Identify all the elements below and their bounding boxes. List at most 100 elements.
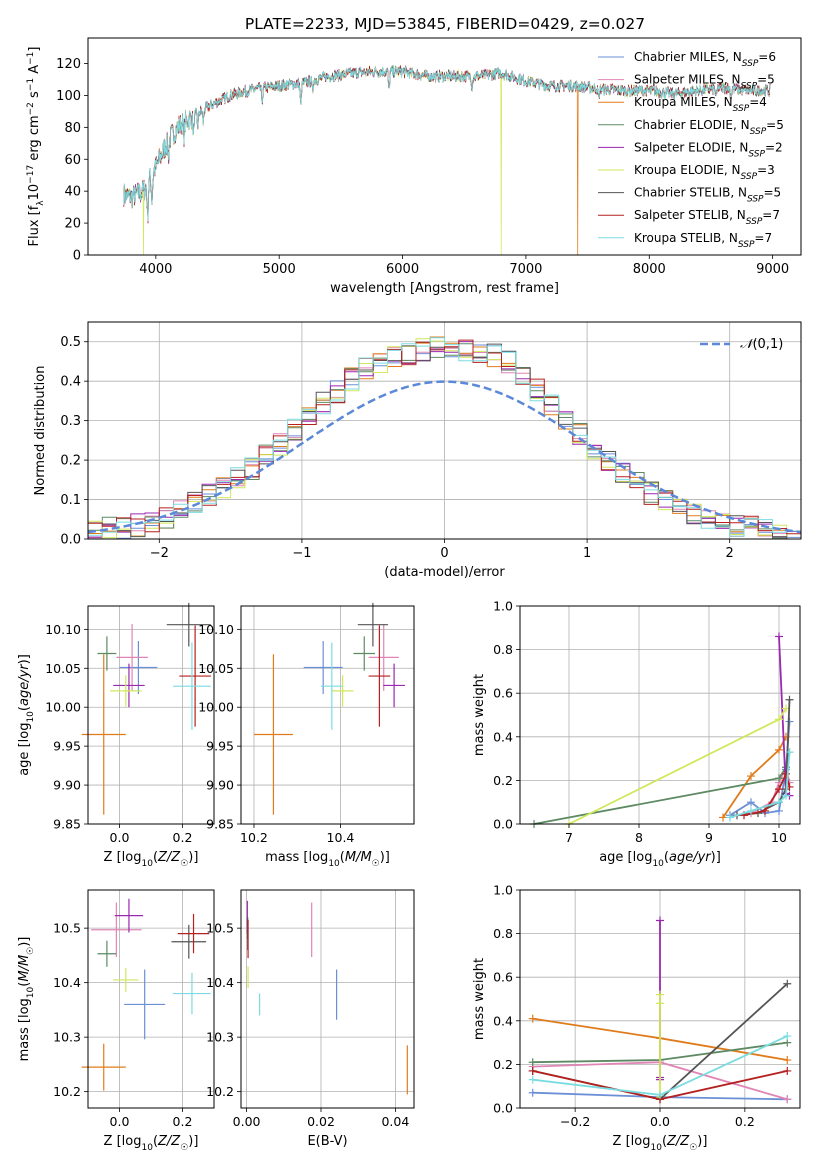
weight-marker xyxy=(783,1056,792,1065)
label-part: Kroupa MILES, N xyxy=(634,95,733,109)
x-axis-label: age [log10(age/yr)] xyxy=(599,850,721,869)
y-tick-label: 0.2 xyxy=(493,773,513,788)
chart-panels: 4000 5000 6000 7000 8000 9000020406080100120w… xyxy=(17,37,802,1153)
legend-entry: Salpeter ELODIE, NSSP=2 xyxy=(634,140,783,159)
weight-marker xyxy=(528,1075,537,1084)
y-axis-label: age [log10(age/yr)] xyxy=(17,654,36,776)
label-part: SSP xyxy=(746,217,763,227)
x-axis-label: Z [log10(Z/Z☉)] xyxy=(613,1134,708,1153)
histogram-8 xyxy=(88,339,801,535)
y-tick-label: 0.6 xyxy=(493,970,513,985)
y-tick-label: 60 xyxy=(64,153,81,168)
weight-marker xyxy=(528,1088,537,1097)
data-point xyxy=(331,675,354,707)
y-tick-label: 9.90 xyxy=(206,778,234,793)
x-tick-label: 0.04 xyxy=(381,1114,409,1129)
normal-curve xyxy=(87,380,802,534)
y-tick-label: 0.0 xyxy=(60,533,81,548)
y-tick-label: 0.4 xyxy=(493,729,513,744)
label-part: Flux [f xyxy=(27,205,42,246)
data-point xyxy=(113,663,145,708)
weight-marker xyxy=(761,806,769,815)
label-part: =7 xyxy=(754,231,772,245)
axes-frame xyxy=(87,889,215,1109)
legend-entry: Kroupa ELODIE, NSSP=3 xyxy=(634,163,775,182)
weight-marker xyxy=(747,798,755,807)
label-part: s xyxy=(27,91,42,102)
x-tick-label: −0.2 xyxy=(560,1114,590,1129)
x-tick-label: 10 xyxy=(771,830,787,845)
weight-marker xyxy=(782,769,790,778)
x-tick-label: 0.2 xyxy=(735,1114,755,1129)
label-part: age [log xyxy=(599,850,652,865)
weight-marker xyxy=(785,695,794,704)
weight-marker xyxy=(775,798,783,807)
weight-marker xyxy=(783,1032,792,1041)
label-part: 10 xyxy=(141,1143,153,1153)
histogram-9 xyxy=(88,337,801,537)
x-tick-label: 4000 xyxy=(139,262,172,277)
weight-marker xyxy=(775,774,783,783)
label-part: (0,1) xyxy=(752,337,783,352)
data-point xyxy=(383,663,405,708)
weight-marker xyxy=(775,745,783,754)
panel-weight-vs-Z: −0.2 0.0 0.2 0.0 0.2 0.4 0.6 0.8 1.0 Z [log10(Z/Z… xyxy=(472,883,801,1153)
weight-marker xyxy=(726,813,734,822)
data-point xyxy=(357,602,389,647)
axes-frame xyxy=(519,889,801,1109)
label-part: =6 xyxy=(758,50,776,64)
weight-marker xyxy=(528,1014,537,1023)
label-part: ( xyxy=(664,850,669,865)
y-tick-label: 10.05 xyxy=(198,661,234,676)
y-tick-label: 0.3 xyxy=(60,414,81,429)
y-tick-label: 80 xyxy=(64,121,81,136)
plot-area xyxy=(246,900,408,1095)
data-point xyxy=(173,972,211,1015)
x-tick-label: 6000 xyxy=(386,262,419,277)
y-tick-label: 10.05 xyxy=(45,661,81,676)
axes-frame xyxy=(240,889,415,1109)
label-part: SSP xyxy=(733,104,750,114)
label-part: ☉ xyxy=(372,859,380,869)
weight-marker xyxy=(719,813,727,822)
legend-entry: Salpeter MILES, NSSP=5 xyxy=(634,73,775,92)
y-tick-label: 10.00 xyxy=(45,700,81,715)
weight-marker xyxy=(528,1058,537,1067)
x-tick-label: 10.2 xyxy=(240,830,268,845)
label-part: 10 xyxy=(26,986,36,998)
y-tick-label: 0.2 xyxy=(60,454,81,469)
data-point xyxy=(124,969,166,1040)
y-tick-label: 1.0 xyxy=(493,599,513,614)
y-tick-label: 0.1 xyxy=(60,493,81,508)
label-part: ] xyxy=(27,47,42,52)
label-part: Z/Z xyxy=(157,850,181,865)
label-part: SSP xyxy=(738,240,755,250)
label-part: SSP xyxy=(747,195,764,205)
data-point xyxy=(368,623,399,691)
label-part: ( xyxy=(340,850,345,865)
x-tick-label: 5000 xyxy=(263,262,296,277)
label-part: λ xyxy=(36,200,46,206)
panel-age-vs-mass: 10.2 10.4 9.85 9.90 9.95 10.00 10.05 10.10 mass … xyxy=(198,602,415,869)
label-part: ( xyxy=(153,1134,158,1149)
label-part: 10 xyxy=(328,859,340,869)
label-part: 10 xyxy=(650,1143,662,1153)
label-part: Z [log xyxy=(613,1134,651,1149)
x-tick-label: 0.2 xyxy=(173,1114,193,1129)
weight-marker xyxy=(528,1066,537,1075)
weight-marker xyxy=(785,748,794,757)
weight-marker xyxy=(783,1066,792,1075)
label-part: age/yr xyxy=(17,663,32,706)
panel-mass-vs-Z: 0.0 0.210.210.310.410.5Z [log10(Z/Z☉)]mas… xyxy=(17,889,215,1153)
y-tick-label: 0.0 xyxy=(493,1101,513,1116)
label-part: ☉ xyxy=(180,859,188,869)
plot-area xyxy=(81,602,211,815)
y-axis-label: mass weight xyxy=(472,674,487,756)
label-part: SSP xyxy=(750,127,767,137)
legend-entry: 𝒩(0,1) xyxy=(740,337,783,352)
y-axis-label: Normed distribution xyxy=(33,366,48,496)
spectrum-line-9 xyxy=(123,64,771,222)
y-tick-label: 0.4 xyxy=(60,375,81,390)
data-point xyxy=(177,913,210,954)
